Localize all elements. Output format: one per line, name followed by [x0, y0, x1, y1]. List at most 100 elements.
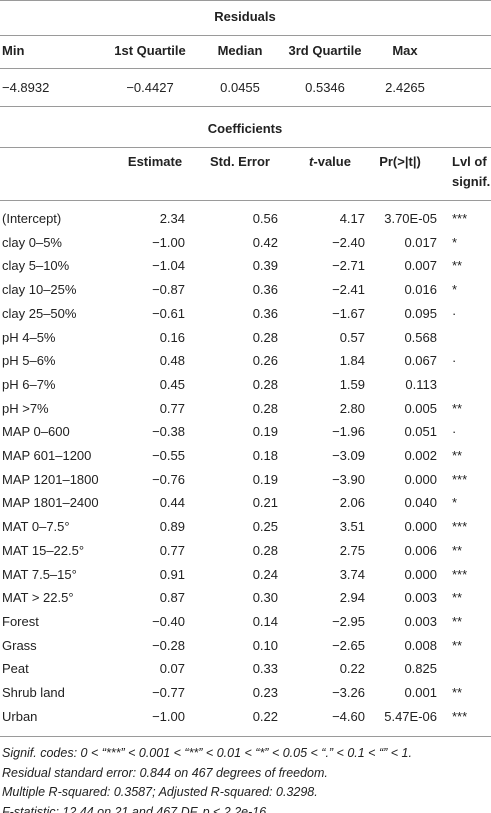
row-label: clay 0–5%	[2, 234, 62, 250]
cell: 0.005	[404, 400, 437, 416]
row-label: pH 4–5%	[2, 329, 56, 345]
row-label: (Intercept)	[2, 211, 62, 226]
cell: *	[452, 234, 458, 250]
row-label: Grass	[2, 637, 37, 653]
cell: 0.000	[404, 471, 437, 487]
footnote: F-statistic: 12.44 on 21 and 467 DF. p <…	[2, 804, 270, 813]
cell: 0.003	[404, 613, 437, 629]
cell: 0.017	[404, 234, 437, 250]
cell: 0.19	[252, 424, 278, 440]
cell: ·	[452, 353, 457, 369]
cell: 3.51	[339, 519, 365, 535]
row-label: Shrub land	[2, 685, 65, 700]
column-header: 1st Quartile	[114, 43, 186, 58]
footnote: Residual standard error: 0.844 on 467 de…	[2, 765, 328, 780]
rule	[0, 147, 491, 148]
cell: −2.71	[332, 258, 365, 274]
cell: 0.39	[252, 258, 278, 274]
row-label: pH 6–7%	[2, 376, 56, 392]
cell: −1.04	[152, 258, 185, 274]
cell: 0.48	[159, 353, 185, 369]
cell: −0.4427	[126, 80, 174, 95]
cell: −0.40	[152, 613, 185, 629]
cell: −0.77	[152, 685, 185, 700]
cell: 2.94	[339, 590, 365, 606]
cell: ***	[452, 519, 468, 535]
cell: 0.001	[404, 685, 437, 700]
row-label: MAP 0–600	[2, 424, 70, 440]
cell: −1.00	[152, 234, 185, 250]
rule	[0, 200, 491, 201]
cell: ***	[452, 708, 468, 724]
cell: 0.77	[159, 400, 185, 416]
cell: 0.56	[252, 211, 278, 226]
cell: 0.28	[252, 329, 278, 345]
cell: −4.8932	[2, 80, 50, 95]
cell: 0.002	[404, 448, 437, 463]
row-label: MAT > 22.5°	[2, 590, 74, 606]
cell: 0.000	[404, 566, 437, 582]
cell: 0.008	[404, 637, 437, 653]
cell: 5.47E-06	[384, 708, 437, 724]
cell: **	[452, 448, 463, 463]
cell: 0.23	[252, 685, 278, 700]
cell: ·	[452, 424, 457, 440]
row-label: Forest	[2, 613, 39, 629]
cell: 0.77	[159, 542, 185, 558]
cell: 0.45	[159, 376, 185, 392]
cell: 0.07	[159, 661, 185, 677]
cell: **	[452, 258, 463, 274]
cell: −3.90	[332, 471, 365, 487]
cell: −3.09	[332, 448, 365, 463]
column-header: Max	[392, 43, 418, 58]
cell: 0.89	[159, 519, 185, 535]
cell: −0.76	[152, 471, 185, 487]
cell: 0.18	[252, 448, 278, 463]
cell: 0.28	[252, 376, 278, 392]
cell: 0.14	[252, 613, 278, 629]
column-header: 3rd Quartile	[288, 43, 362, 58]
cell: 0.21	[252, 495, 278, 511]
cell: **	[452, 400, 463, 416]
cell: 0.568	[404, 329, 437, 345]
section-title: Coefficients	[207, 121, 283, 136]
cell: 4.17	[339, 211, 365, 226]
cell: −0.38	[152, 424, 185, 440]
cell: ***	[452, 211, 468, 226]
cell: 3.74	[339, 566, 365, 582]
cell: 0.22	[252, 708, 278, 724]
cell: 1.59	[339, 376, 365, 392]
cell: *	[452, 495, 458, 511]
row-label: MAT 7.5–15°	[2, 566, 77, 582]
row-label: Peat	[2, 661, 29, 677]
cell: 0.36	[252, 305, 278, 321]
cell: 0.28	[252, 400, 278, 416]
cell: 2.80	[339, 400, 365, 416]
cell: 0.051	[404, 424, 437, 440]
column-header: Lvl of signif.	[452, 154, 491, 189]
cell: 0.25	[252, 519, 278, 535]
cell: **	[452, 685, 463, 700]
cell: 0.16	[159, 329, 185, 345]
rule	[0, 106, 491, 107]
cell: ·	[452, 305, 457, 321]
cell: 0.33	[252, 661, 278, 677]
column-header: t-value	[309, 154, 351, 169]
row-label: pH >7%	[2, 400, 49, 416]
cell: −2.95	[332, 613, 365, 629]
cell: **	[452, 613, 463, 629]
footnote: Multiple R-squared: 0.3587; Adjusted R-s…	[2, 785, 318, 799]
row-label: Urban	[2, 708, 38, 724]
cell: −2.40	[332, 234, 365, 250]
cell: 0.26	[252, 353, 278, 369]
cell: 0.28	[252, 542, 278, 558]
cell: 1.84	[339, 353, 365, 369]
cell: ***	[452, 566, 468, 582]
cell: −2.65	[332, 637, 365, 653]
cell: −0.55	[152, 448, 185, 463]
row-label: clay 25–50%	[2, 305, 77, 321]
row-label: clay 5–10%	[2, 258, 70, 274]
cell: 0.825	[404, 661, 437, 677]
cell: 0.44	[159, 495, 185, 511]
